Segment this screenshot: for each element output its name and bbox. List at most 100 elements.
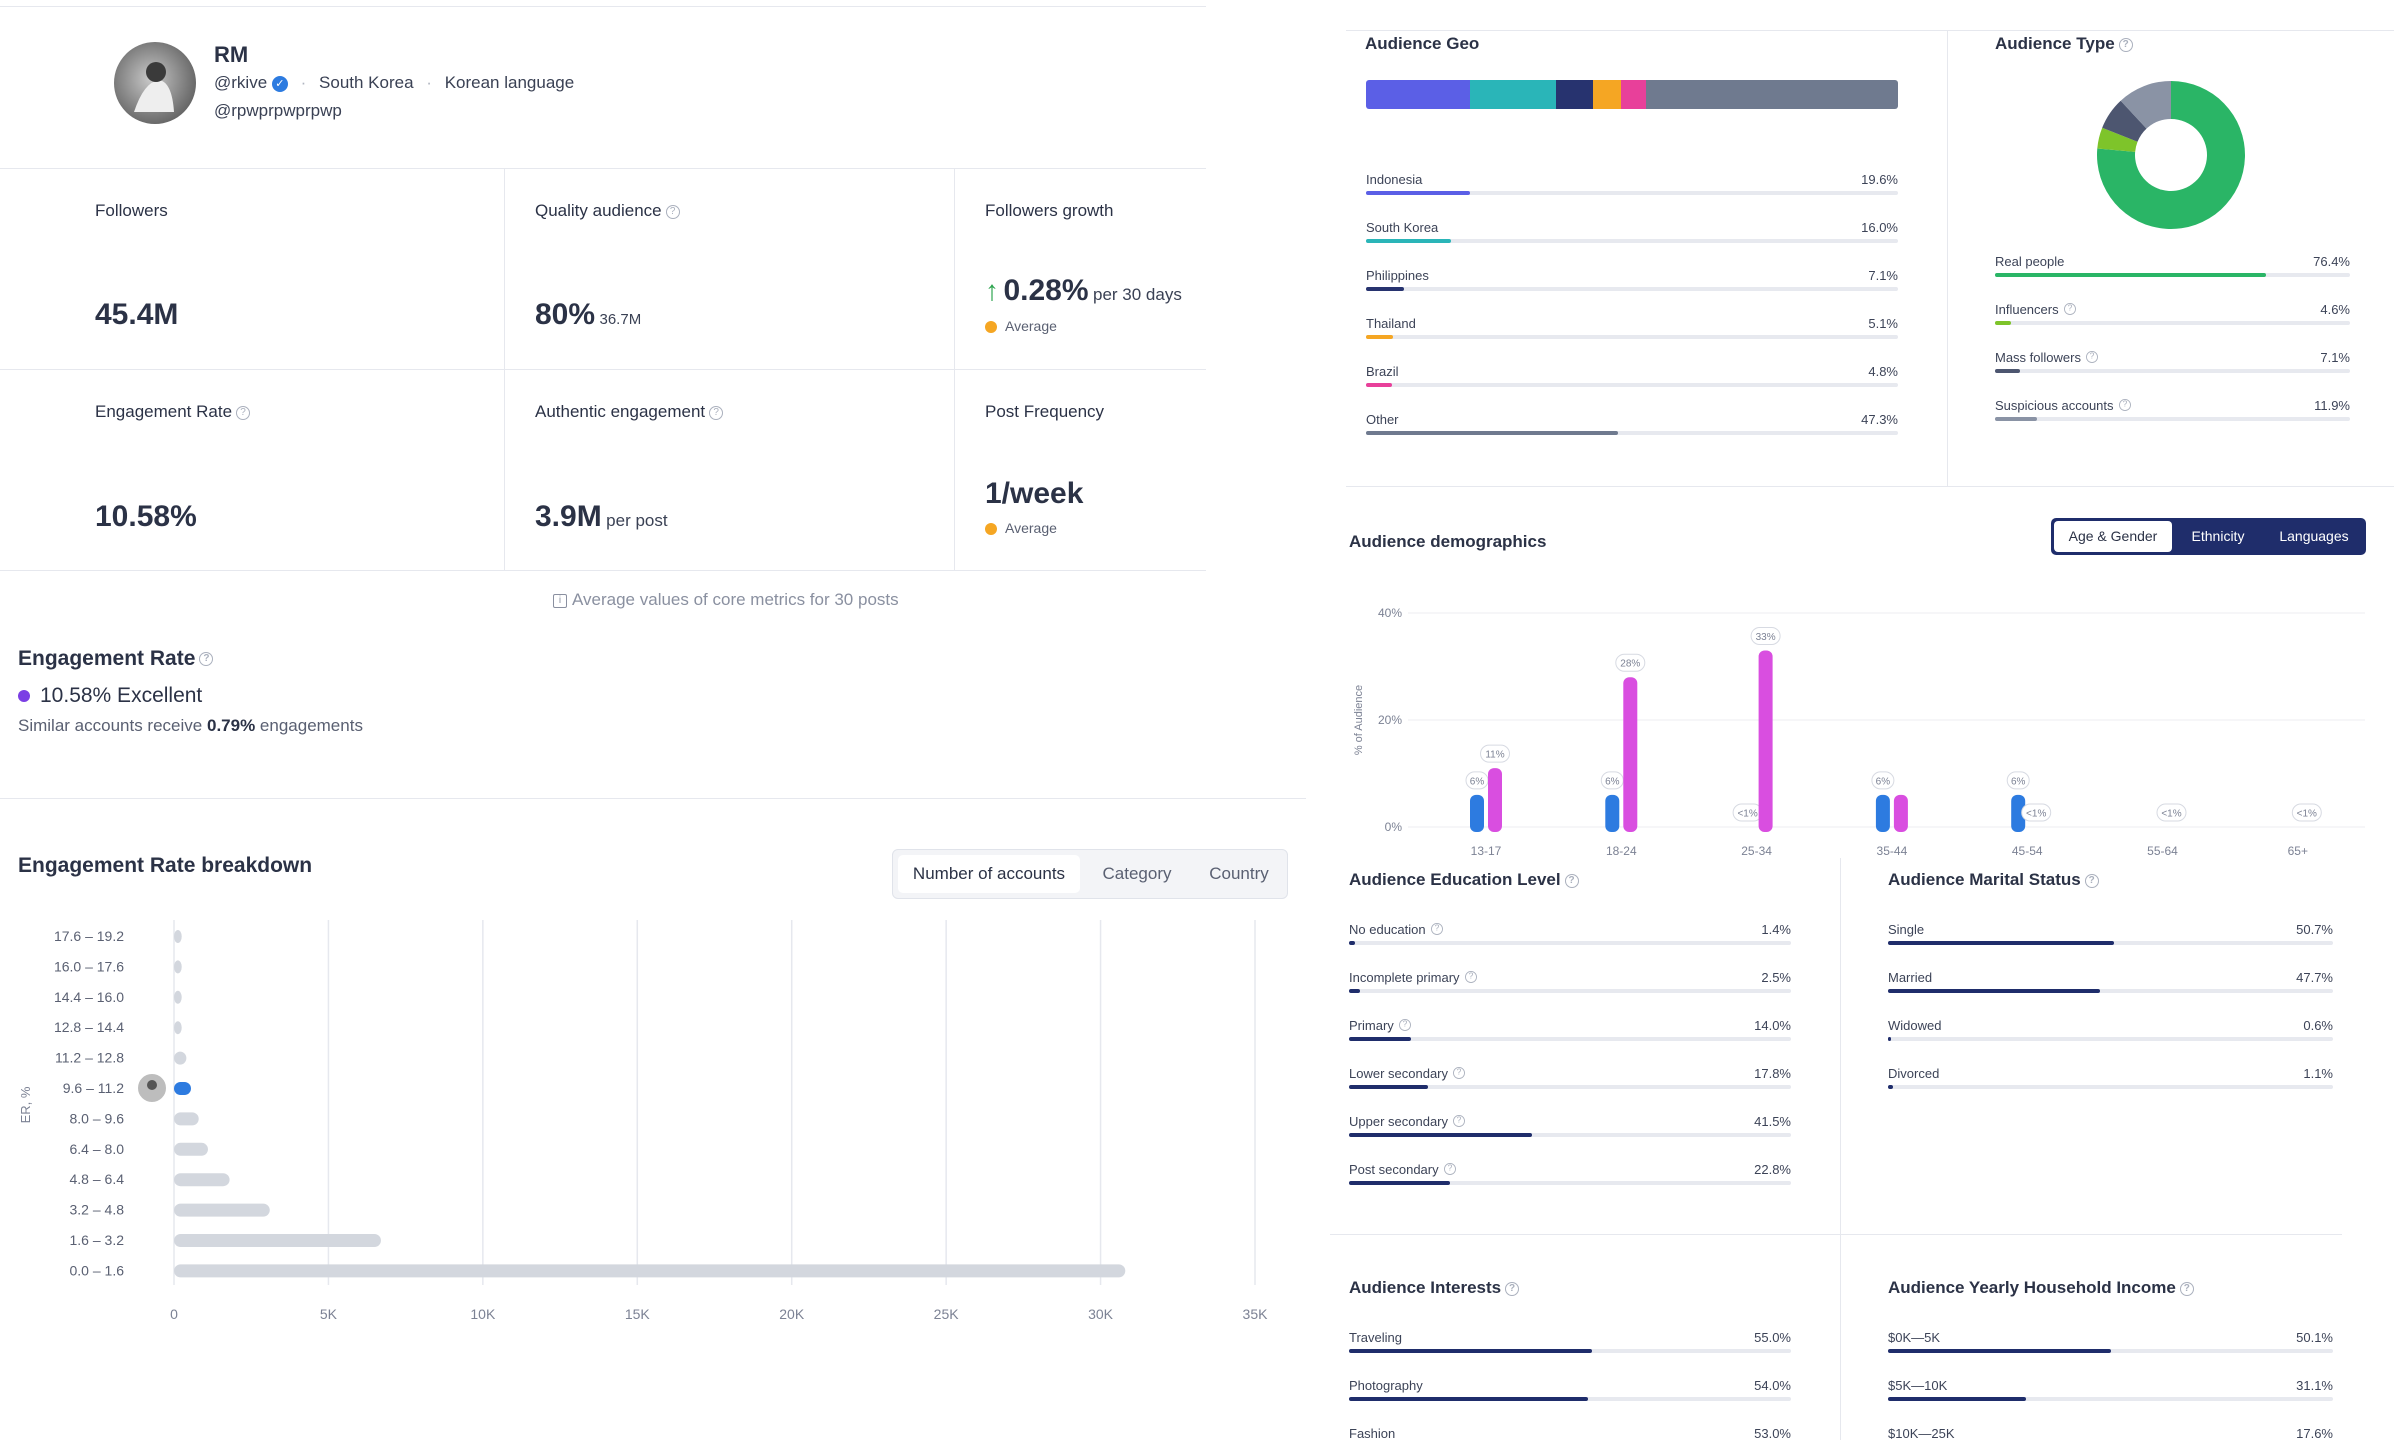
er-bar[interactable] — [174, 1021, 182, 1035]
geo-segment[interactable] — [1366, 80, 1471, 109]
geo-title: Audience Geo — [1365, 34, 1480, 53]
type-fill — [1995, 369, 2021, 373]
age-gender-bar[interactable] — [1623, 677, 1638, 832]
tab-languages[interactable]: Languages — [2279, 528, 2349, 544]
avatar[interactable] — [114, 42, 196, 124]
marital-fill — [1888, 1037, 1891, 1041]
er-bar[interactable] — [174, 1234, 381, 1247]
geo-label: Other — [1366, 412, 1399, 427]
geo-fill — [1366, 191, 1471, 195]
tab-category[interactable]: Category — [1102, 864, 1172, 883]
age-gender-bar[interactable] — [1605, 794, 1620, 832]
donut-slice[interactable] — [2120, 81, 2171, 129]
donut-slice[interactable] — [2097, 81, 2245, 230]
geo-track — [1366, 431, 1898, 435]
help-icon[interactable]: ? — [709, 405, 724, 420]
profile-country: South Korea — [319, 73, 414, 92]
geo-label: South Korea — [1366, 220, 1439, 235]
geo-row: Philippines 7.1% — [1366, 268, 1898, 298]
x-tick-label: 55-64 — [2147, 844, 2178, 858]
type-row: Influencers? 4.6% — [1995, 302, 2350, 332]
help-icon[interactable]: ? — [2118, 37, 2133, 52]
profile-handle[interactable]: @rkive — [214, 73, 268, 92]
education-fill — [1349, 1037, 1411, 1041]
y-axis-label: ER, % — [18, 1086, 33, 1123]
help-icon[interactable]: ? — [2119, 399, 2131, 411]
geo-segment[interactable] — [1555, 80, 1594, 109]
education-label: Incomplete primary — [1349, 970, 1460, 985]
bar-value-pill — [2291, 803, 2322, 822]
help-icon[interactable]: ? — [1399, 1019, 1411, 1031]
er-bar[interactable] — [174, 1051, 187, 1065]
bar-value-label: 6% — [1470, 776, 1485, 787]
er-bar[interactable] — [174, 990, 182, 1004]
geo-segment[interactable] — [1620, 80, 1647, 109]
help-icon[interactable]: ? — [2064, 303, 2076, 315]
er-bar[interactable] — [174, 1112, 199, 1126]
help-icon[interactable]: ? — [1505, 1281, 1520, 1296]
freq-label: Post Frequency — [985, 402, 1105, 421]
age-gender-bar[interactable] — [2011, 794, 2026, 832]
tab-age-gender[interactable]: Age & Gender — [2054, 521, 2172, 552]
x-tick-label: 25-34 — [1741, 844, 1772, 858]
help-icon[interactable]: ? — [199, 652, 214, 667]
education-fill — [1349, 1085, 1428, 1089]
education-label: Post secondary — [1349, 1162, 1439, 1177]
er-bar[interactable] — [174, 1142, 208, 1156]
interests-title: Audience Interests? — [1349, 1278, 1520, 1298]
type-label: Mass followers — [1995, 350, 2081, 365]
geo-track — [1366, 383, 1898, 387]
type-fill — [1995, 321, 2012, 325]
income-fill — [1888, 1349, 2111, 1353]
geo-fill — [1366, 383, 1392, 387]
er-bar[interactable] — [174, 1082, 191, 1095]
help-icon[interactable]: ? — [1564, 873, 1579, 888]
help-icon[interactable]: ? — [1444, 1163, 1456, 1175]
type-track — [1995, 321, 2350, 325]
geo-segment[interactable] — [1593, 80, 1621, 109]
x-tick-label: 35K — [1243, 1306, 1269, 1322]
help-icon[interactable]: ? — [1453, 1115, 1465, 1127]
age-gender-bar[interactable] — [1470, 794, 1484, 832]
donut-slice[interactable] — [2102, 100, 2147, 142]
help-icon[interactable]: ? — [2086, 351, 2098, 363]
bar-value-label: <1% — [1737, 809, 1757, 820]
interests-label: Fashion — [1349, 1426, 1396, 1440]
help-icon[interactable]: ? — [1453, 1067, 1465, 1079]
er-bar[interactable] — [174, 1264, 1126, 1278]
type-track — [1995, 273, 2350, 277]
help-icon[interactable]: ? — [2179, 1281, 2194, 1296]
er-bar[interactable] — [174, 1203, 270, 1217]
geo-track — [1366, 239, 1898, 243]
tab-country[interactable]: Country — [1209, 864, 1269, 883]
help-icon[interactable]: ? — [665, 204, 680, 219]
help-icon[interactable]: ? — [1431, 923, 1443, 935]
geo-value: 47.3% — [1861, 412, 1898, 427]
er-bar[interactable] — [174, 930, 182, 943]
er-bar[interactable] — [174, 1173, 230, 1187]
marital-value: 47.7% — [2296, 970, 2333, 985]
marital-row: Widowed 0.6% — [1888, 1018, 2333, 1048]
help-icon[interactable]: ? — [2084, 873, 2099, 888]
type-donut-chart — [2097, 81, 2245, 230]
geo-segment[interactable] — [1646, 80, 1898, 109]
er-bar[interactable] — [174, 960, 182, 974]
age-gender-bar[interactable] — [1893, 794, 1908, 832]
tab-ethnicity[interactable]: Ethnicity — [2191, 528, 2245, 544]
help-icon[interactable]: ? — [236, 405, 251, 420]
donut-slice[interactable] — [2097, 127, 2138, 152]
age-gender-bar[interactable] — [1758, 650, 1773, 832]
info-icon: i — [553, 593, 567, 608]
interests-value: 54.0% — [1754, 1378, 1791, 1393]
marital-track — [1888, 1085, 2333, 1089]
auth-value-wrap: 3.9M per post — [535, 500, 668, 534]
tab-number-of-accounts[interactable]: Number of accounts — [898, 855, 1080, 893]
profile-alt-handle[interactable]: @rpwprpwprpwp — [214, 101, 342, 120]
geo-value: 4.8% — [1868, 364, 1898, 379]
help-icon[interactable]: ? — [1465, 971, 1477, 983]
geo-label: Brazil — [1366, 364, 1399, 379]
geo-stacked-bar — [1366, 80, 1898, 109]
age-gender-bar[interactable] — [1875, 794, 1890, 832]
age-gender-bar[interactable] — [1488, 768, 1502, 832]
geo-segment[interactable] — [1470, 80, 1556, 109]
